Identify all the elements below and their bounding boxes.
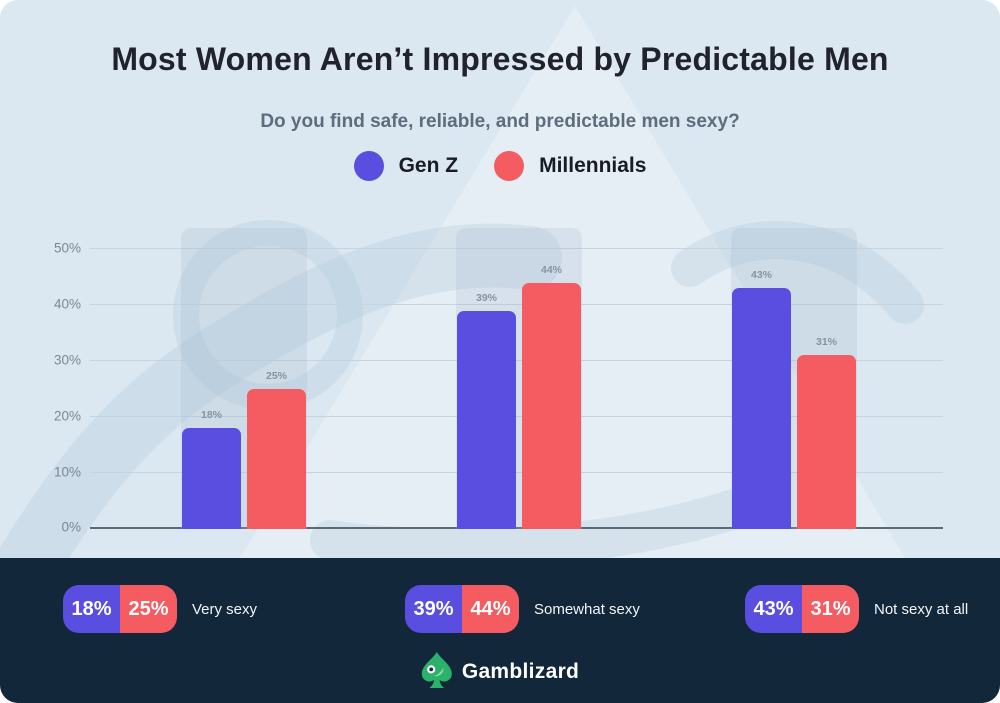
bar-chart: 0% 10% 20% 30% 40% 50% 18% 25% 39% 44% 43% 31% [54,228,943,535]
y-axis-label: 40% [53,296,81,312]
chart-section: Most Women Aren’t Impressed by Predictab… [0,6,1000,558]
gamblizard-spade-icon [421,652,453,692]
gridline: 50% [54,241,943,256]
bar-value-label: 25% [265,370,287,382]
y-axis-label: 10% [53,464,81,480]
summary-label: Very sexy [192,600,258,618]
summary-pill: 43% 31% [745,585,859,633]
summary-badge-not-sexy: 43% 31% Not sexy at all [745,585,968,633]
legend-item-millennials: Millennials [494,151,646,181]
x-axis-baseline: 0% [61,520,943,535]
y-axis-label: 0% [61,519,81,535]
bar-value-label: 39% [475,292,497,304]
bar-millennials-not-sexy-at-all: 31% [797,336,856,529]
y-axis-label: 20% [53,408,81,424]
bar-gen-z-somewhat-sexy: 39% [457,292,516,529]
millennials-dot-icon [494,151,525,181]
y-axis-label: 50% [53,240,81,256]
legend-label-genz: Gen Z [398,154,459,177]
gridline: 40% [54,297,943,312]
bar-gen-z-not-sexy-at-all: 43% [732,269,791,529]
brand-name: Gamblizard [461,660,580,683]
millennials-pill-value: 25% [120,585,177,633]
bar-millennials-very-sexy: 25% [247,370,306,529]
bar-value-label: 31% [815,336,837,348]
summary-pill: 39% 44% [405,585,519,633]
gridline: 10% [54,465,943,480]
millennials-pill-value: 31% [802,585,859,633]
genz-pill-value: 18% [63,585,120,633]
bar-gen-z-very-sexy: 18% [182,409,241,529]
millennials-pill-value: 44% [462,585,519,633]
summary-badge-somewhat-sexy: 39% 44% Somewhat sexy [405,585,640,633]
bar-value-label: 18% [200,409,222,421]
y-axis-label: 30% [53,352,81,368]
bar-value-label: 43% [750,269,772,281]
genz-dot-icon [353,151,384,181]
chart-subtitle: Do you find safe, reliable, and predicta… [260,111,740,132]
gridline: 30% [54,353,943,368]
genz-pill-value: 43% [745,585,802,633]
brand-logo: Gamblizard [421,652,579,692]
summary-footer: 18% 25% Very sexy 39% 44% Somewhat sexy … [0,558,1000,703]
bar-millennials-somewhat-sexy: 44% [522,264,581,529]
bar-value-label: 44% [540,264,562,276]
genz-pill-value: 39% [405,585,462,633]
page-title: Most Women Aren’t Impressed by Predictab… [111,41,889,77]
summary-pill: 18% 25% [63,585,177,633]
gridline: 20% [54,409,943,424]
summary-label: Not sexy at all [874,600,969,618]
legend: Gen Z Millennials [0,151,1000,181]
legend-item-genz: Gen Z [353,151,459,181]
legend-label-millennials: Millennials [539,154,647,177]
summary-badge-very-sexy: 18% 25% Very sexy [63,585,257,633]
summary-label: Somewhat sexy [534,600,640,618]
